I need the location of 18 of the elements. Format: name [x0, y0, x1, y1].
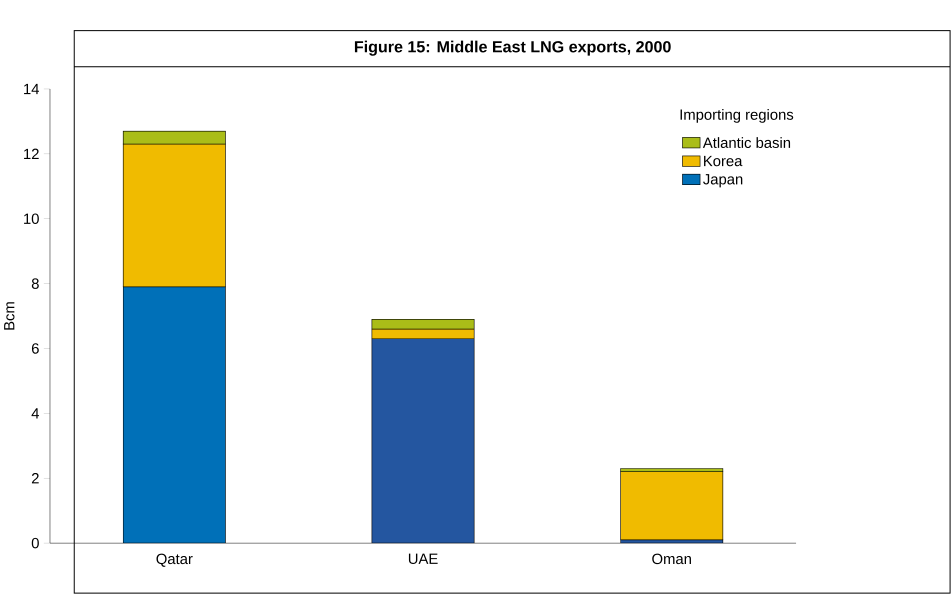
legend-label: Korea	[704, 156, 742, 166]
y-tick-label: 0	[32, 538, 39, 548]
y-tick-label: 12	[24, 148, 39, 160]
legend-label: Japan	[703, 174, 742, 188]
y-tick-label: 8	[32, 278, 39, 289]
y-axis-title: Bcm	[4, 302, 14, 330]
legend-title: Importing regions	[680, 109, 794, 123]
x-tick-label: UAE	[408, 554, 438, 564]
y-tick-label: 4	[32, 408, 40, 418]
y-tick-label: 2	[32, 473, 39, 484]
x-tick-label: Qatar	[156, 554, 193, 567]
y-tick-label: 6	[32, 343, 39, 354]
y-tick-label: 14	[24, 84, 40, 94]
y-tick-label: 10	[24, 214, 39, 224]
x-tick-label: Oman	[652, 554, 691, 564]
chart-title: Figure 15: Middle East LNG exports, 2000	[354, 40, 671, 56]
bar	[620, 471, 724, 540]
legend-label: Atlantic basin	[702, 137, 790, 148]
